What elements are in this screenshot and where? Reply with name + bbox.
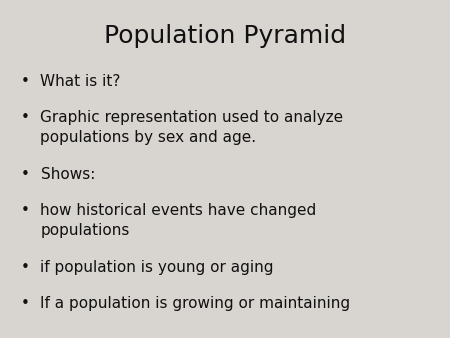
Text: •: • <box>20 203 29 218</box>
Text: •: • <box>20 167 29 182</box>
Text: •: • <box>20 110 29 125</box>
Text: •: • <box>20 260 29 275</box>
Text: if population is young or aging: if population is young or aging <box>40 260 274 275</box>
Text: What is it?: What is it? <box>40 74 121 89</box>
Text: •: • <box>20 74 29 89</box>
Text: If a population is growing or maintaining: If a population is growing or maintainin… <box>40 296 351 311</box>
Text: Shows:: Shows: <box>40 167 95 182</box>
Text: Population Pyramid: Population Pyramid <box>104 24 346 48</box>
Text: how historical events have changed
populations: how historical events have changed popul… <box>40 203 317 238</box>
Text: •: • <box>20 296 29 311</box>
Text: Graphic representation used to analyze
populations by sex and age.: Graphic representation used to analyze p… <box>40 110 344 145</box>
